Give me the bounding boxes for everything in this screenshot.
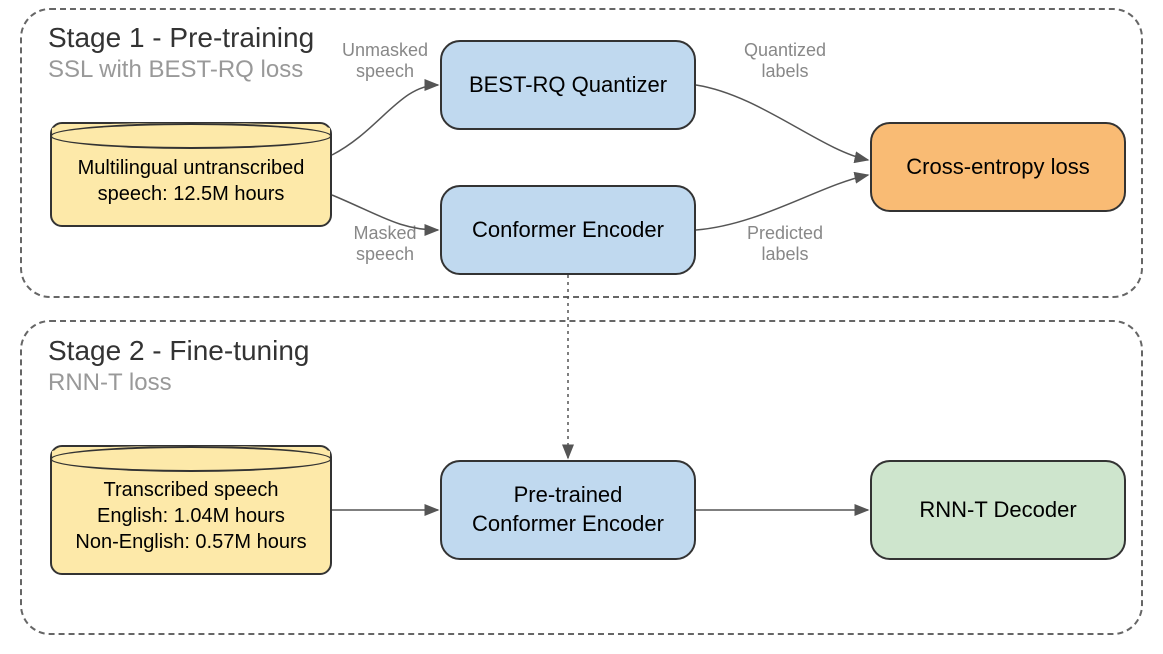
stage1-encoder-node: Conformer Encoder (440, 185, 696, 275)
stage1-loss-label: Cross-entropy loss (906, 153, 1089, 182)
stage1-data-node: Multilingual untranscribed speech: 12.5M… (50, 122, 332, 227)
stage1-title: Stage 1 - Pre-training (48, 22, 314, 54)
stage2-decoder-label: RNN-T Decoder (919, 496, 1076, 525)
stage2-title: Stage 2 - Fine-tuning (48, 335, 310, 367)
label-quantized: Quantized labels (730, 40, 840, 82)
label-quantized-l2: labels (761, 61, 808, 81)
stage1-quantizer-node: BEST-RQ Quantizer (440, 40, 696, 130)
stage2-decoder-node: RNN-T Decoder (870, 460, 1126, 560)
label-masked: Masked speech (325, 223, 445, 265)
stage2-data-line1: Transcribed speech (104, 477, 279, 503)
stage2-encoder-line2: Conformer Encoder (472, 510, 664, 539)
stage2-encoder-node: Pre-trained Conformer Encoder (440, 460, 696, 560)
stage2-subtitle: RNN-T loss (48, 369, 172, 397)
label-predicted: Predicted labels (730, 223, 840, 265)
label-unmasked-l1: Unmasked (342, 40, 428, 60)
label-predicted-l2: labels (761, 244, 808, 264)
stage1-encoder-label: Conformer Encoder (472, 216, 664, 245)
stage1-loss-node: Cross-entropy loss (870, 122, 1126, 212)
stage2-encoder-line1: Pre-trained (514, 481, 623, 510)
label-quantized-l1: Quantized (744, 40, 826, 60)
stage2-data-line2: English: 1.04M hours (97, 503, 285, 529)
label-unmasked-l2: speech (356, 61, 414, 81)
stage1-quantizer-label: BEST-RQ Quantizer (469, 71, 667, 100)
stage1-data-line1: Multilingual untranscribed (78, 155, 305, 181)
stage2-data-node: Transcribed speech English: 1.04M hours … (50, 445, 332, 575)
label-unmasked: Unmasked speech (325, 40, 445, 82)
stage2-data-line3: Non-English: 0.57M hours (75, 529, 306, 555)
stage1-data-line2: speech: 12.5M hours (98, 181, 285, 207)
label-predicted-l1: Predicted (747, 223, 823, 243)
stage1-subtitle: SSL with BEST-RQ loss (48, 56, 303, 84)
label-masked-l1: Masked (353, 223, 416, 243)
label-masked-l2: speech (356, 244, 414, 264)
